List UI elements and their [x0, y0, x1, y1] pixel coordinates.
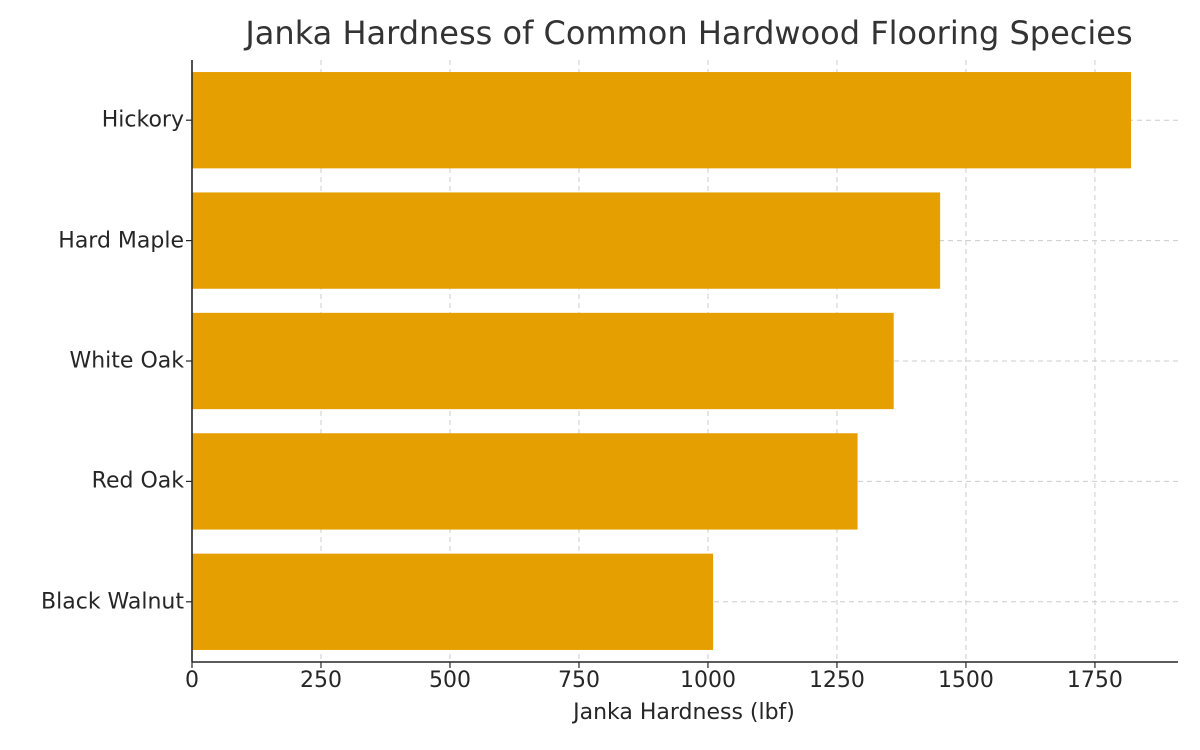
- x-tick-label: 1750: [1066, 668, 1123, 693]
- x-tick-label: 1500: [937, 668, 994, 693]
- bar-red-oak: [192, 433, 858, 530]
- x-tick-label: 750: [557, 668, 600, 693]
- bar-hickory: [192, 72, 1132, 169]
- x-axis-title: Janka Hardness (lbf): [573, 700, 795, 725]
- x-tick-label: 500: [428, 668, 471, 693]
- y-tick-label: White Oak: [69, 348, 184, 374]
- y-tick-label: Red Oak: [91, 468, 184, 494]
- x-tick-label: 1250: [808, 668, 865, 693]
- y-tick-label: Black Walnut: [41, 589, 184, 615]
- y-tick-label: Hickory: [101, 107, 184, 133]
- bar-hard-maple: [192, 192, 941, 289]
- y-tick-label: Hard Maple: [58, 228, 184, 254]
- x-tick-label: 1000: [679, 668, 736, 693]
- x-tick-label: 250: [299, 668, 342, 693]
- bar-white-oak: [192, 312, 894, 410]
- bar-black-walnut: [192, 553, 714, 650]
- x-tick-label: 0: [185, 668, 199, 693]
- chart-title: Janka Hardness of Common Hardwood Floori…: [245, 14, 1133, 52]
